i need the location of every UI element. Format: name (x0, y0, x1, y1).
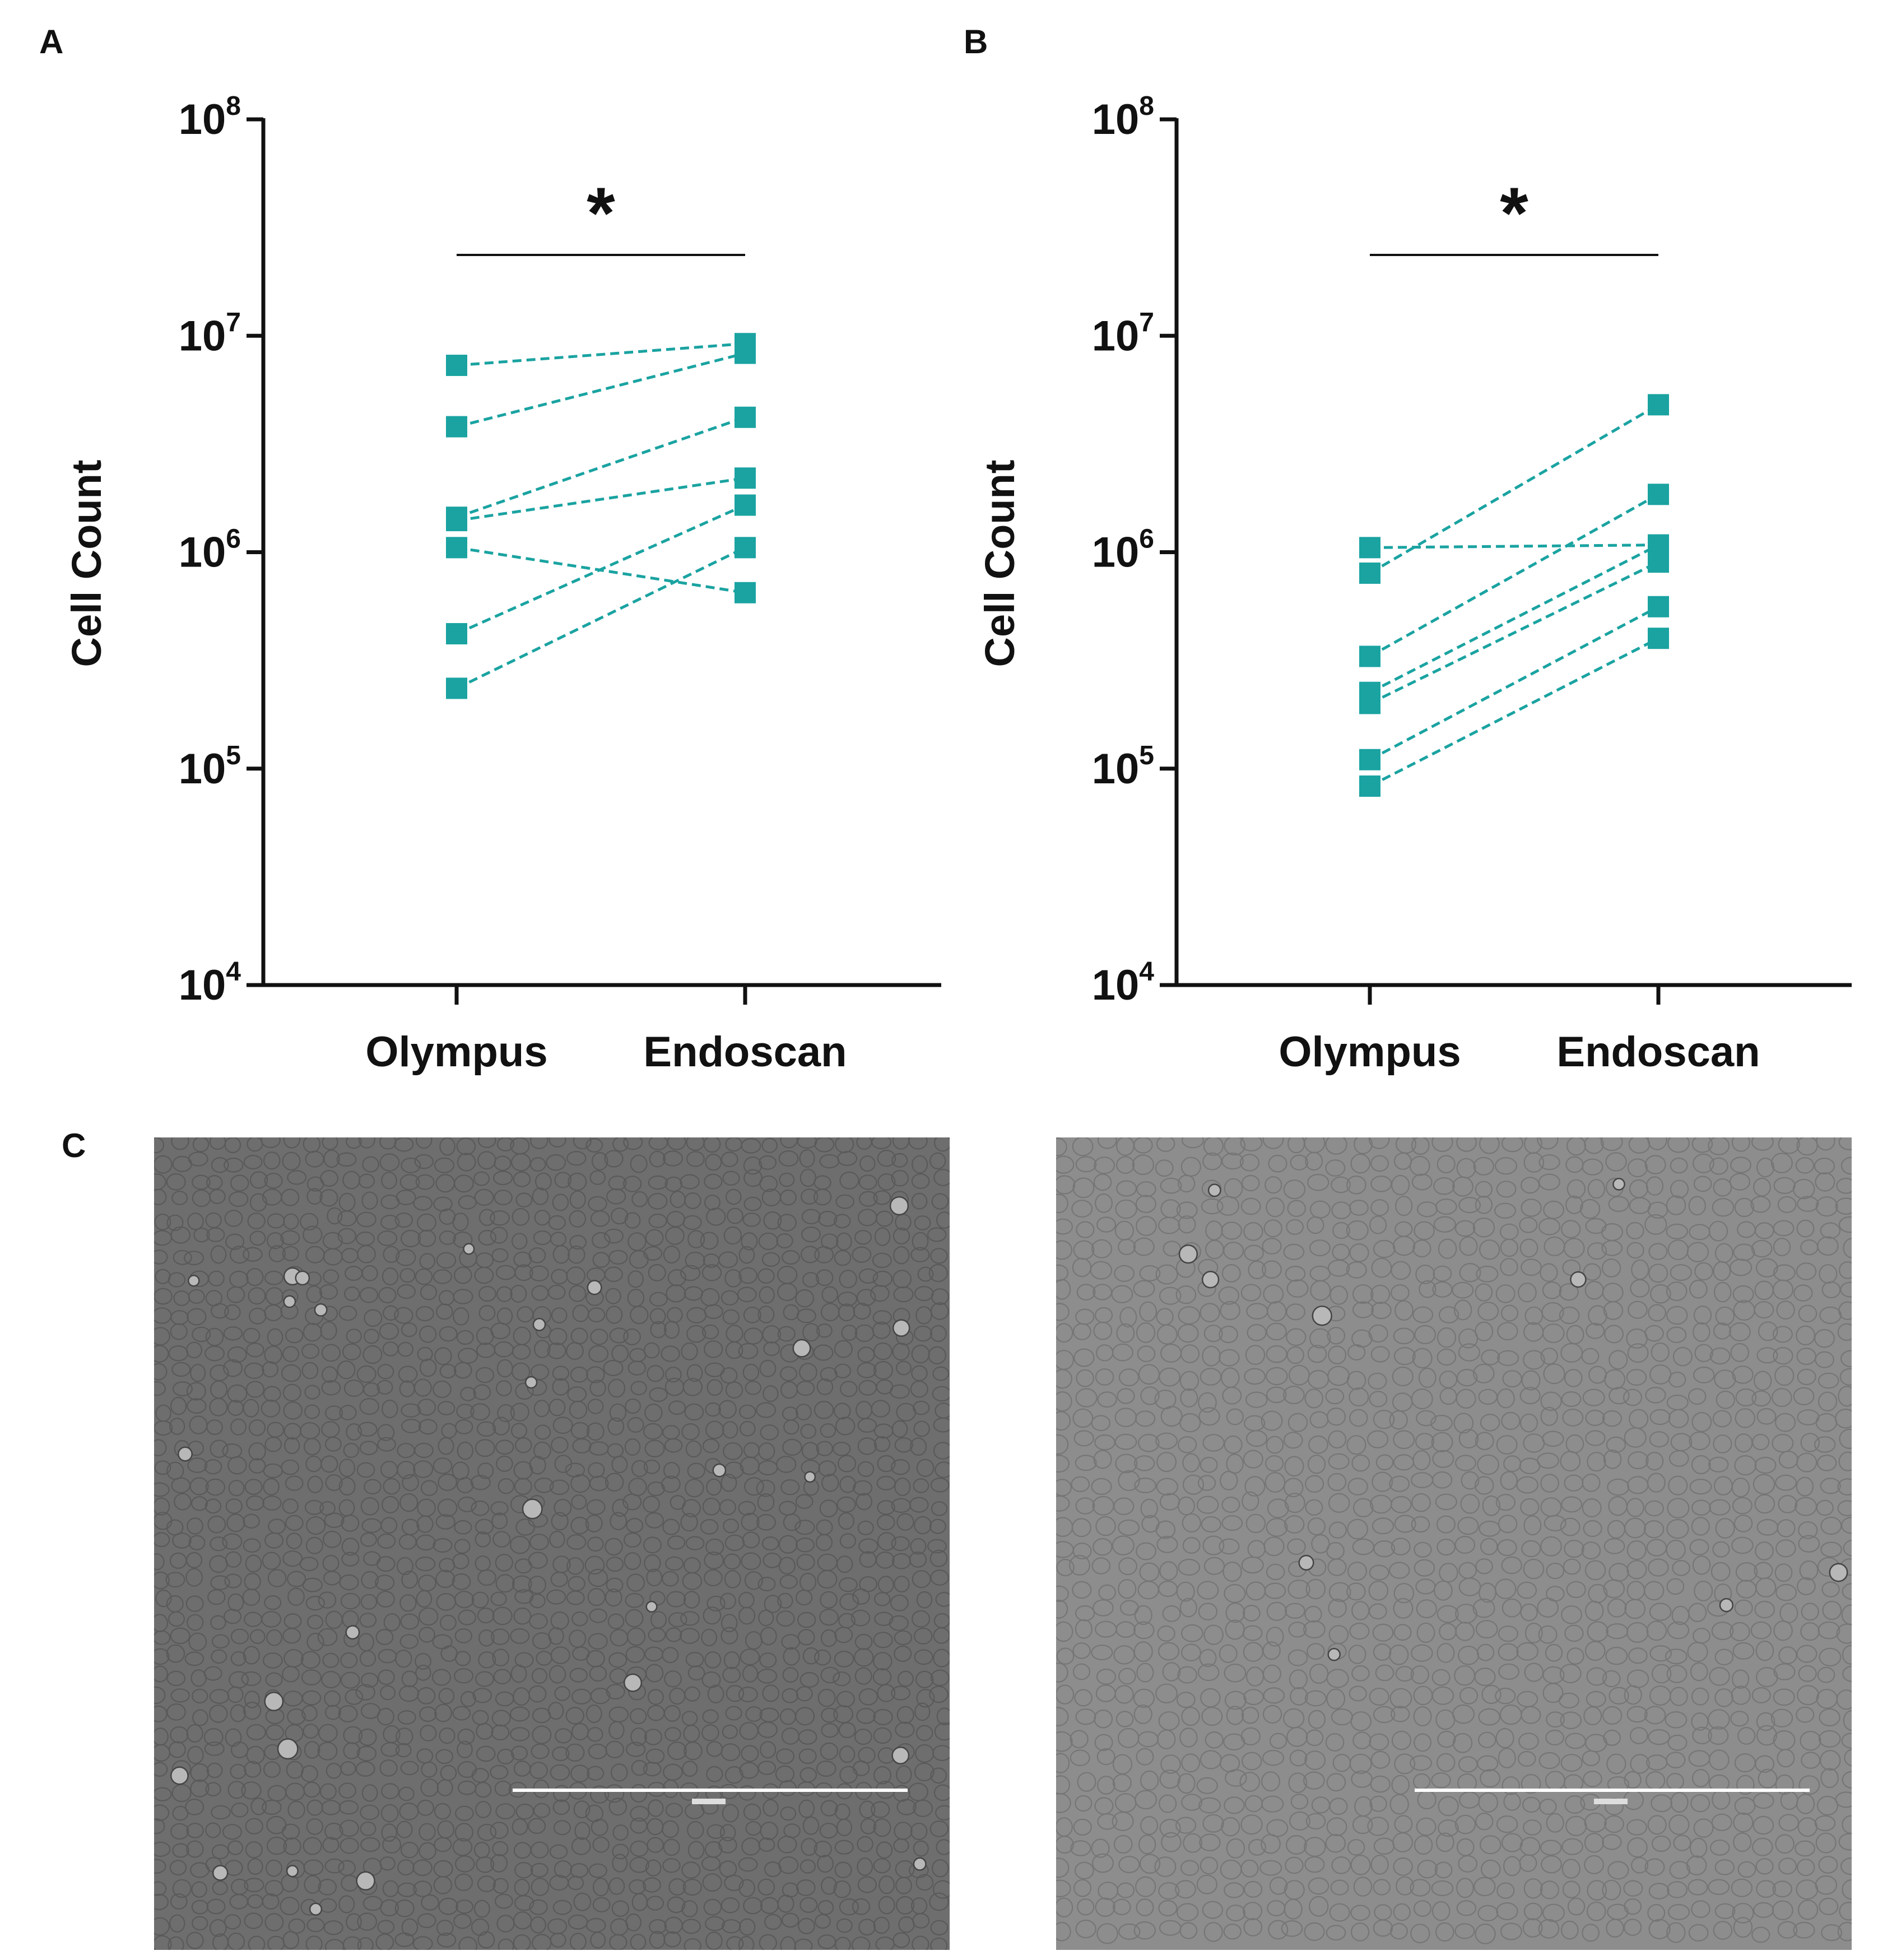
data-point (735, 537, 756, 559)
rounded-cells (1178, 1178, 1848, 1661)
micrograph-left (154, 1137, 950, 1950)
data-point (1359, 537, 1380, 559)
y-tick-label: 108 (1092, 91, 1154, 143)
data-point (446, 416, 467, 438)
panel-label-c: C (62, 1127, 86, 1164)
x-label-olympus: Olympus (365, 1028, 547, 1076)
x-label-olympus: Olympus (1279, 1028, 1461, 1076)
data-point (735, 494, 756, 516)
cell-pattern (1056, 1137, 1852, 1944)
cell-pattern (154, 1137, 950, 1950)
panel-label-a: A (39, 23, 64, 61)
y-tick-label: 106 (1092, 524, 1154, 577)
data-point (1648, 551, 1669, 573)
pair-line (1369, 637, 1659, 788)
data-point (1359, 645, 1380, 667)
y-tick-label: 108 (179, 91, 241, 143)
y-axis-title: Cell Count (63, 460, 110, 667)
y-tick-label: 104 (1092, 957, 1155, 1009)
data-point (446, 355, 467, 377)
data-point (1648, 394, 1669, 416)
pair-line (456, 416, 746, 519)
pair-line (455, 546, 746, 690)
pair-line (1369, 560, 1659, 705)
data-point (446, 677, 467, 699)
y-axis-title: Cell Count (977, 460, 1023, 667)
data-point (446, 623, 467, 645)
pair-line (1369, 544, 1659, 549)
scale-bar-label (1594, 1799, 1628, 1804)
data-point (735, 582, 756, 603)
pair-line (456, 342, 746, 367)
pair-line (1369, 605, 1659, 761)
data-point (1648, 484, 1669, 505)
x-label-endoscan: Endoscan (643, 1028, 847, 1076)
pair-line (456, 476, 746, 522)
charts-area: 104 105 106 107 108 Olympus Endoscan Cell Count… (63, 91, 1852, 1076)
chart-a: 104 105 106 107 108 Olympus Endoscan Cell Count… (63, 91, 941, 1076)
data-point (446, 510, 467, 532)
rounded-cells (170, 1196, 927, 1916)
y-tick-label: 107 (179, 308, 241, 360)
data-point (1359, 749, 1380, 770)
y-tick-label: 105 (1092, 741, 1154, 793)
panel-label-b: B (964, 23, 988, 61)
data-point (1359, 562, 1380, 584)
y-tick-label: 106 (179, 524, 241, 577)
pair-line (1369, 544, 1659, 694)
x-label-endoscan: Endoscan (1556, 1028, 1760, 1076)
data-point (1648, 596, 1669, 617)
chart-b: 104 105 106 107 108 Olympus Endoscan Cell Count… (977, 91, 1852, 1076)
scale-bar-label (692, 1799, 726, 1804)
data-point (735, 342, 756, 364)
pair-line (456, 352, 746, 428)
y-tick-label: 105 (179, 741, 241, 793)
pair-line (1369, 403, 1659, 575)
significance-star: * (587, 172, 615, 254)
significance-star: * (1500, 172, 1528, 254)
pair-line (455, 504, 746, 635)
data-point (446, 537, 467, 559)
data-point (1648, 628, 1669, 649)
data-point (1359, 775, 1380, 797)
y-tick-label: 104 (179, 957, 241, 1009)
micrograph-right (1056, 1137, 1852, 1950)
y-tick-label: 107 (1092, 308, 1154, 360)
data-point (1359, 693, 1380, 714)
data-point (735, 467, 756, 489)
micrograph-background (154, 1137, 950, 1950)
data-point (735, 406, 756, 428)
